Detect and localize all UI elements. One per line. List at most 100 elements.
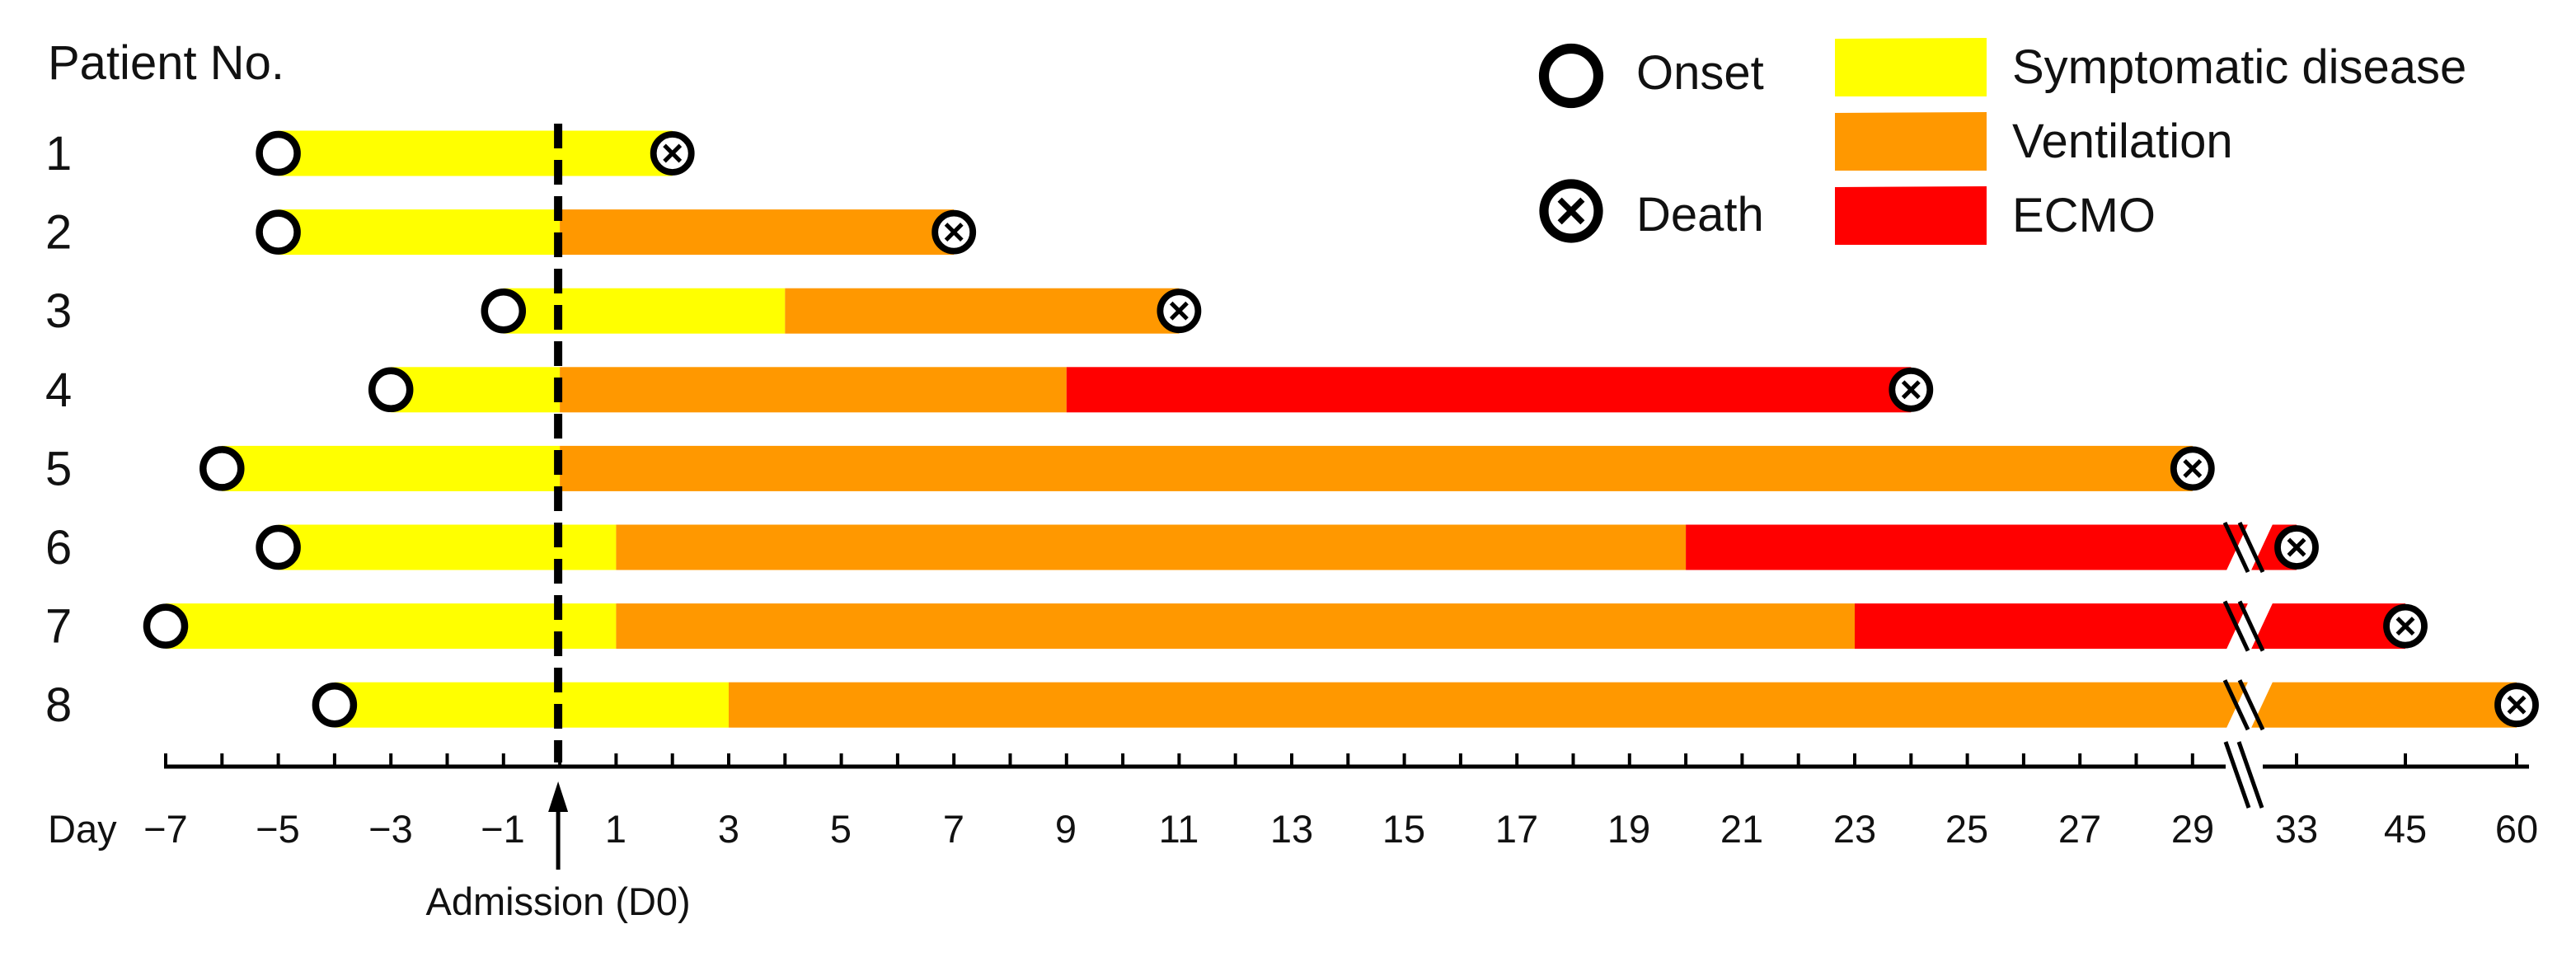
patient-label-2: 2 [45, 206, 72, 260]
row-axis-title: Patient No. [48, 36, 284, 90]
event-markers [143, 130, 2539, 728]
onset-marker [368, 367, 414, 413]
bar-symptomatic-patient-5 [222, 445, 561, 491]
death-cross [2507, 695, 2527, 715]
onset-circle [1538, 43, 1604, 109]
x-tick-label: 25 [1945, 807, 1988, 851]
death-marker [1157, 289, 1202, 334]
x-tick-label: 17 [1495, 807, 1538, 851]
break-mark [2237, 521, 2265, 574]
legend-label-ecmo: ECMO [2012, 189, 2156, 242]
x-tick-label: −3 [368, 807, 413, 851]
onset-circle [481, 288, 527, 334]
patient-bars [166, 130, 2517, 731]
death-marker [1889, 367, 1934, 412]
death-cross [1901, 380, 1921, 400]
patient-label-8: 8 [45, 678, 72, 732]
axis-break-mark [2223, 741, 2251, 809]
onset-circle [143, 603, 189, 649]
legend: Onset Death Symptomatic disease Ventilation… [1538, 38, 2466, 245]
break-mark [2237, 600, 2265, 652]
break-mark [2222, 679, 2250, 731]
x-tick-label: 23 [1833, 807, 1876, 851]
x-tick-label: −5 [256, 807, 300, 851]
bar-symptomatic-patient-7 [166, 603, 617, 650]
bar-symptomatic-patient-1 [278, 130, 673, 176]
bar-ventilation-patient-2 [560, 209, 955, 256]
death-marker [2494, 683, 2539, 728]
legend-swatch-symptomatic [1835, 38, 1987, 96]
bar-symptomatic-patient-8 [334, 682, 729, 728]
death-cross [2183, 458, 2203, 478]
break-mark [2222, 600, 2250, 652]
x-tick-label: 5 [830, 807, 852, 851]
death-marker [2170, 446, 2215, 491]
x-tick-label: 7 [943, 807, 964, 851]
onset-marker [199, 446, 245, 491]
legend-swatch-ventilation [1835, 112, 1987, 171]
onset-circle [256, 209, 301, 255]
patient-label-1: 1 [45, 127, 72, 181]
patient-row-labels: 1 2 3 4 5 6 7 8 [45, 127, 72, 732]
legend-death-icon [1539, 179, 1603, 243]
break-mark [2222, 521, 2250, 574]
death-marker [650, 131, 695, 176]
patient-label-3: 3 [45, 284, 72, 338]
bar-symptomatic-patient-2 [278, 209, 561, 256]
admission-marker: Admission (D0) [425, 124, 691, 923]
bar-ventilation-patient-4 [560, 367, 1067, 413]
x-axis: Day −7 −5 −3 −1 1 3 5 7 9 11 13 15 17 19 21 23 25 27 29 33 45… [48, 741, 2538, 851]
x-tick-label: 9 [1055, 807, 1077, 851]
death-cross [2287, 537, 2306, 557]
x-tick-label: 1 [605, 807, 626, 851]
bar-ventilation-patient-6 [616, 524, 1687, 570]
legend-onset-label: Onset [1636, 46, 1764, 100]
x-tick-label: 15 [1382, 807, 1425, 851]
break-mark [2237, 679, 2265, 731]
death-marker [931, 209, 977, 255]
x-tick-label: 60 [2495, 807, 2538, 851]
death-cross [1557, 197, 1585, 225]
bar-ventilation-patient-3 [785, 288, 1180, 334]
onset-marker [256, 130, 301, 176]
x-tick-label: 45 [2384, 807, 2427, 851]
bar-ventilation-patient-8 [729, 682, 2517, 728]
onset-marker [256, 209, 301, 255]
admission-label: Admission (D0) [425, 880, 690, 923]
bar-symptomatic-patient-4 [391, 367, 561, 413]
patient-label-6: 6 [45, 521, 72, 575]
onset-circle [368, 367, 414, 413]
bar-symptomatic-patient-6 [278, 524, 617, 570]
x-tick-label: −7 [143, 807, 188, 851]
x-tick-label: 33 [2275, 807, 2318, 851]
patient-label-7: 7 [45, 600, 72, 654]
death-cross [944, 223, 964, 242]
bar-ecmo-patient-4 [1066, 367, 1912, 413]
bar-ecmo-patient-7 [1855, 603, 2405, 650]
x-tick-label: 19 [1607, 807, 1650, 851]
onset-marker [312, 682, 358, 728]
legend-label-symptomatic: Symptomatic disease [2012, 40, 2466, 94]
bar-ventilation-patient-7 [616, 603, 1855, 650]
x-tick-label: 3 [718, 807, 739, 851]
x-tick-label: 29 [2171, 807, 2214, 851]
death-marker [2274, 525, 2319, 570]
onset-marker [256, 524, 301, 570]
onset-marker [481, 288, 527, 334]
onset-marker [143, 603, 189, 649]
x-tick-label: 21 [1720, 807, 1763, 851]
onset-circle [256, 130, 301, 176]
axis-break-mark [2236, 741, 2264, 809]
x-axis-title: Day [48, 807, 117, 851]
onset-circle [312, 682, 358, 728]
x-tick-label: 11 [1159, 807, 1199, 851]
patient-label-4: 4 [45, 364, 72, 417]
legend-swatch-ecmo [1835, 186, 1987, 245]
bar-symptomatic-patient-3 [503, 288, 786, 334]
x-tick-label: −1 [481, 807, 525, 851]
legend-death-label: Death [1636, 188, 1764, 242]
death-cross [1169, 301, 1189, 321]
death-cross [663, 143, 683, 163]
bar-ecmo-patient-6 [1686, 524, 2297, 570]
